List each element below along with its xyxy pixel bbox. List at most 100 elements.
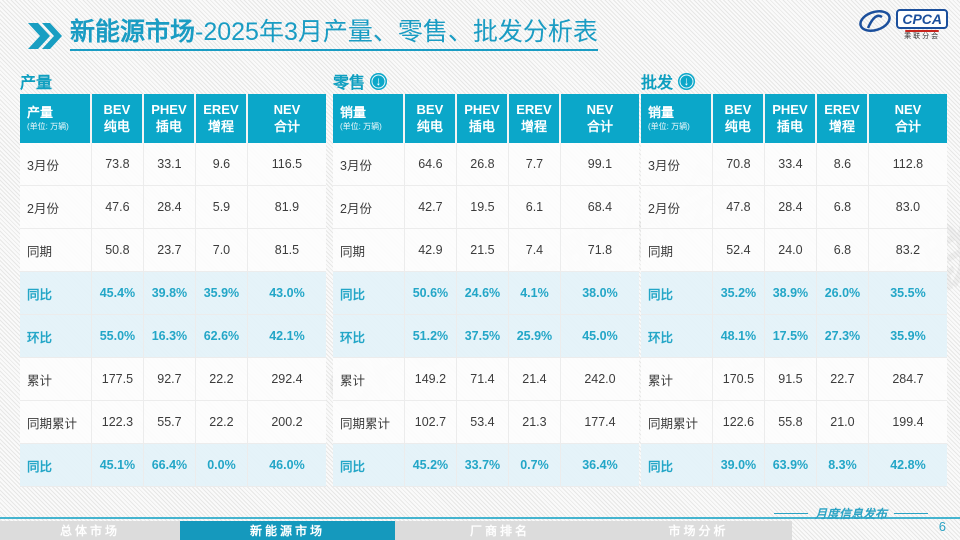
row-value: 19.5 (456, 186, 509, 229)
column-header: BEV 纯电 (404, 94, 457, 143)
row-value: 242.0 (560, 358, 639, 401)
row-value: 46.0% (247, 444, 326, 487)
row-label: 同期 (20, 229, 92, 272)
row-label: 累计 (641, 358, 713, 401)
row-value: 21.5 (456, 229, 509, 272)
table-header-label: 销量 (单位: 万辆) (333, 94, 405, 143)
row-value: 8.6 (816, 143, 869, 186)
row-value: 53.4 (456, 401, 509, 444)
row-value: 9.6 (195, 143, 248, 186)
row-label: 同比 (333, 272, 405, 315)
row-label: 同期 (641, 229, 713, 272)
header: 新能源市场-2025年3月产量、零售、批发分析表 (28, 18, 598, 54)
row-value: 71.4 (456, 358, 509, 401)
row-value: 81.5 (247, 229, 326, 272)
arrow-down-circle-icon: ↓ (678, 72, 696, 90)
page-title-rest: -2025年3月产量、零售、批发分析表 (195, 18, 598, 46)
row-value: 149.2 (404, 358, 457, 401)
row-value: 200.2 (247, 401, 326, 444)
row-value: 64.6 (404, 143, 457, 186)
row-value: 0.7% (508, 444, 561, 487)
wholesale-section: 批发 ↓ 销量 (单位: 万辆) BEV 纯电 PHEV 插电 EREV 增程 NEV 合计 3月份… (641, 68, 947, 487)
row-value: 6.8 (816, 229, 869, 272)
row-label: 同比 (641, 272, 713, 315)
row-value: 45.2% (404, 444, 457, 487)
row-value: 28.4 (143, 186, 196, 229)
row-value: 33.7% (456, 444, 509, 487)
row-label: 同比 (20, 272, 92, 315)
row-value: 23.7 (143, 229, 196, 272)
row-label: 累计 (20, 358, 92, 401)
row-value: 7.7 (508, 143, 561, 186)
row-value: 292.4 (247, 358, 326, 401)
row-value: 51.2% (404, 315, 457, 358)
row-label: 3月份 (20, 143, 92, 186)
footer-divider-line (0, 517, 960, 519)
footer-tab-厂商排名[interactable]: 厂商排名 (469, 524, 530, 538)
row-value: 17.5% (764, 315, 817, 358)
row-value: 5.9 (195, 186, 248, 229)
row-value: 39.0% (712, 444, 765, 487)
section-title: 零售 (333, 75, 366, 92)
row-value: 37.5% (456, 315, 509, 358)
row-value: 16.3% (143, 315, 196, 358)
row-value: 35.9% (195, 272, 248, 315)
double-chevron-icon (28, 23, 62, 54)
footer-tab-市场分析[interactable]: 市场分析 (668, 524, 729, 538)
row-value: 4.1% (508, 272, 561, 315)
row-value: 68.4 (560, 186, 639, 229)
cpca-logo: CPCA 乘联分会 (858, 8, 948, 41)
wholesale-section-label: 批发 ↓ (641, 68, 947, 94)
footer-tab-总体市场[interactable]: 总体市场 (59, 524, 120, 538)
row-value: 47.8 (712, 186, 765, 229)
row-value: 170.5 (712, 358, 765, 401)
row-value: 45.1% (91, 444, 144, 487)
table-header-label: 销量 (单位: 万辆) (641, 94, 713, 143)
row-label: 同期累计 (641, 401, 713, 444)
row-value: 42.8% (868, 444, 947, 487)
production-table: 产量 (单位: 万辆) BEV 纯电 PHEV 插电 EREV 增程 NEV 合计 3月份 73.8 3… (20, 94, 326, 487)
row-value: 36.4% (560, 444, 639, 487)
row-value: 33.4 (764, 143, 817, 186)
row-value: 8.3% (816, 444, 869, 487)
row-value: 42.1% (247, 315, 326, 358)
publish-label: 月度信息发布 (814, 507, 887, 521)
column-header: NEV 合计 (247, 94, 326, 143)
row-value: 102.7 (404, 401, 457, 444)
column-header: PHEV 插电 (143, 94, 196, 143)
row-value: 39.8% (143, 272, 196, 315)
cpca-logo-mark-icon (858, 8, 892, 41)
row-value: 112.8 (868, 143, 947, 186)
row-label: 2月份 (333, 186, 405, 229)
row-value: 55.8 (764, 401, 817, 444)
row-value: 45.0% (560, 315, 639, 358)
row-label: 2月份 (641, 186, 713, 229)
footer-tab-bar: 总体市场 新能源市场 厂商排名 市场分析 (0, 521, 792, 540)
row-value: 21.4 (508, 358, 561, 401)
column-header: EREV 增程 (195, 94, 248, 143)
row-value: 35.5% (868, 272, 947, 315)
column-header: EREV 增程 (816, 94, 869, 143)
row-value: 35.2% (712, 272, 765, 315)
row-value: 62.6% (195, 315, 248, 358)
row-value: 21.0 (816, 401, 869, 444)
row-value: 199.4 (868, 401, 947, 444)
row-value: 22.2 (195, 401, 248, 444)
row-value: 6.1 (508, 186, 561, 229)
row-value: 50.6% (404, 272, 457, 315)
footer-tab-新能源市场[interactable]: 新能源市场 (180, 521, 395, 540)
publish-right-line (894, 513, 928, 514)
row-value: 38.0% (560, 272, 639, 315)
row-value: 24.0 (764, 229, 817, 272)
retail-table: 销量 (单位: 万辆) BEV 纯电 PHEV 插电 EREV 增程 NEV 合计 3月份 64.6 2… (333, 94, 639, 487)
row-label: 同比 (20, 444, 92, 487)
row-value: 28.4 (764, 186, 817, 229)
row-label: 环比 (20, 315, 92, 358)
cpca-logo-acronym: CPCA (896, 9, 948, 29)
publish-label-group: 月度信息发布 (773, 505, 928, 522)
table-header-label: 产量 (单位: 万辆) (20, 94, 92, 143)
row-value: 7.0 (195, 229, 248, 272)
row-value: 26.0% (816, 272, 869, 315)
row-value: 177.5 (91, 358, 144, 401)
